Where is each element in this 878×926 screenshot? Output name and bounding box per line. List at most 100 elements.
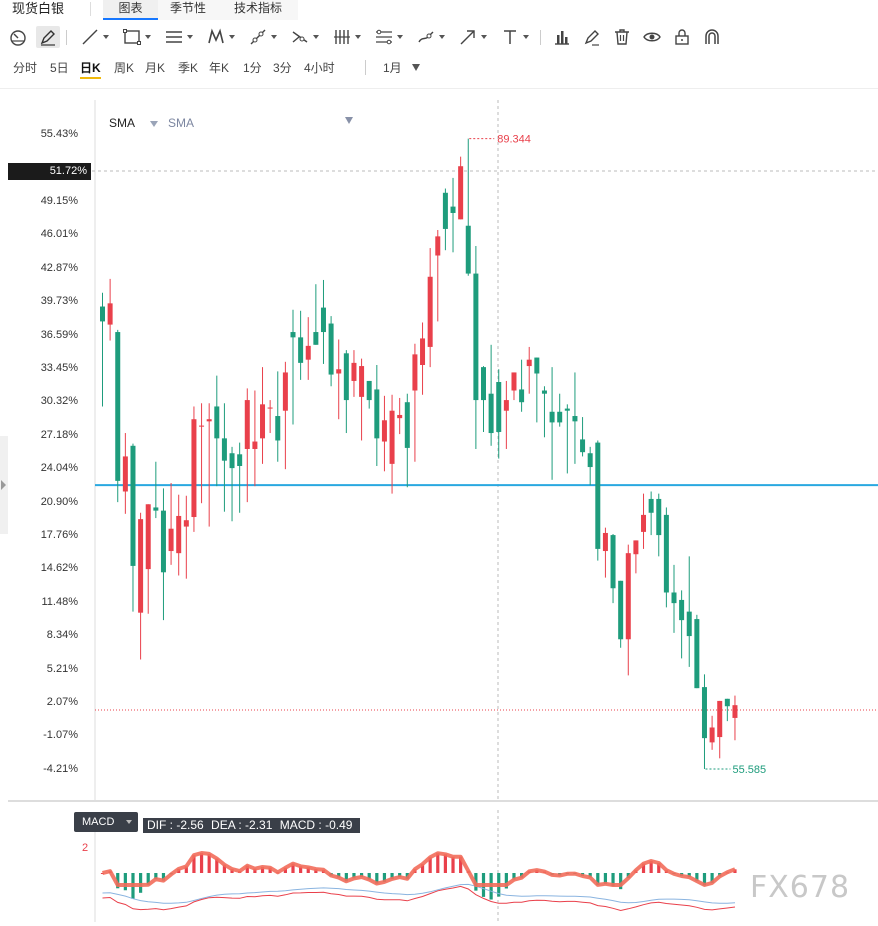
candle-body — [374, 389, 380, 439]
tab-chart[interactable]: 图表 — [103, 0, 158, 20]
fibonacci-icon[interactable] — [374, 26, 403, 48]
parallel-lines-icon[interactable] — [164, 26, 193, 48]
candle-body — [160, 510, 166, 573]
candle-body — [320, 307, 326, 333]
candle-body — [610, 535, 616, 589]
macd-values-box: DIF : -2.56 DEA : -2.31 MACD : -0.49 — [143, 818, 361, 833]
cross-icon[interactable] — [290, 26, 319, 48]
candle-body — [557, 411, 563, 423]
candle-body — [404, 402, 410, 448]
period-1min[interactable]: 1分 — [243, 61, 262, 75]
legend-sma-primary[interactable]: SMA — [109, 116, 136, 130]
range-select[interactable]: 1月 — [383, 61, 402, 75]
candle-body — [221, 438, 227, 461]
toolbar-separator — [66, 30, 67, 45]
period-5day[interactable]: 5日 — [50, 61, 69, 75]
magnet-icon[interactable] — [702, 26, 722, 48]
macd-histogram-bar — [687, 873, 691, 878]
macd-histogram-bar — [710, 873, 714, 883]
period-daily[interactable]: 日K — [80, 59, 101, 79]
macd-histogram-bar — [192, 855, 196, 873]
macd-histogram-bar — [695, 873, 699, 882]
period-3min[interactable]: 3分 — [273, 61, 292, 75]
candle-body — [618, 580, 624, 640]
candle-body — [199, 425, 205, 427]
candle-body — [267, 407, 273, 409]
arrow-icon[interactable] — [458, 26, 487, 48]
meter-icon[interactable] — [8, 26, 28, 48]
macd-histogram-bar — [123, 873, 127, 891]
macd-tab-label: MACD — [82, 816, 115, 828]
pen-icon[interactable] — [416, 26, 445, 48]
candle-body — [587, 453, 593, 468]
eye-icon[interactable] — [642, 26, 662, 48]
macd-axis-label: 2 — [82, 842, 89, 854]
candle-body — [366, 380, 372, 401]
macd-indicator-tab[interactable]: MACD — [74, 812, 138, 832]
legend-dropdown-icon[interactable] — [150, 121, 158, 127]
macd-histogram-bar — [116, 873, 120, 889]
period-monthly[interactable]: 月K — [145, 61, 166, 75]
period-bar: 分时 5日 日K 周K 月K 季K 年K 1分 3分 4小时 1月 — [0, 54, 878, 124]
y-axis-tick-label: 17.76% — [40, 529, 78, 541]
collapse-panel-handle[interactable] — [0, 436, 8, 534]
text-icon[interactable] — [500, 26, 529, 48]
y-axis-tick-label: 14.62% — [40, 562, 78, 575]
macd-histogram-bar — [390, 873, 394, 879]
brush-icon[interactable] — [36, 26, 60, 48]
macd-histogram-bar — [512, 873, 516, 880]
candle-body — [541, 390, 547, 394]
macd-histogram-bar — [199, 853, 204, 873]
period-yearly[interactable]: 年K — [209, 61, 230, 75]
macd-histogram-bar — [291, 863, 295, 873]
macd-histogram-bar — [619, 873, 623, 890]
candle-body — [580, 439, 586, 453]
vertical-lines-icon[interactable] — [332, 26, 361, 48]
period-quarterly[interactable]: 季K — [178, 61, 199, 75]
candle-body — [595, 442, 601, 549]
legend-sma-secondary[interactable]: SMA — [168, 116, 195, 130]
expand-arrow-icon[interactable] — [1, 480, 6, 490]
period-weekly[interactable]: 周K — [114, 61, 135, 75]
y-axis-tick-label: 27.18% — [40, 428, 78, 441]
y-axis-tick-label: 36.59% — [40, 328, 78, 341]
eraser-icon[interactable] — [582, 26, 602, 48]
candle-body — [260, 404, 266, 439]
bar-chart-icon[interactable] — [552, 26, 572, 48]
period-4hour[interactable]: 4小时 — [304, 61, 335, 75]
lock-icon[interactable] — [672, 26, 692, 48]
rectangle-icon[interactable] — [122, 26, 151, 48]
tab-seasonality[interactable]: 季节性 — [158, 0, 218, 20]
candle-body — [701, 687, 707, 739]
candle-body — [107, 303, 113, 325]
macd-dropdown-icon[interactable] — [126, 820, 132, 824]
ray-icon[interactable] — [248, 26, 277, 48]
candle-body — [717, 700, 723, 738]
candle-body — [420, 338, 426, 365]
candle-body — [176, 515, 182, 554]
macd-histogram-bar — [161, 873, 166, 881]
more-periods-icon[interactable] — [345, 117, 353, 124]
candle-body — [732, 705, 738, 718]
candle-body — [686, 611, 692, 637]
macd-histogram-bar — [596, 873, 600, 885]
y-axis-highlight-badge: 51.72% — [8, 163, 91, 180]
candle-body — [671, 592, 677, 604]
candle-body — [526, 359, 532, 367]
trash-icon[interactable] — [612, 26, 632, 48]
zigzag-icon[interactable] — [206, 26, 235, 48]
macd-histogram-bar — [398, 873, 402, 878]
high-marker-label: 89.344 — [497, 134, 531, 146]
line-icon[interactable] — [80, 26, 109, 48]
candle-body — [442, 192, 448, 229]
macd-histogram-bar — [459, 856, 463, 873]
range-dropdown-icon[interactable] — [412, 64, 420, 71]
y-axis-tick-label: 5.21% — [46, 662, 78, 675]
tab-technical-indicators[interactable]: 技术指标 — [218, 0, 298, 20]
macd-histogram-bar — [641, 863, 646, 873]
macd-histogram-bar — [344, 873, 348, 882]
y-axis-tick-label: 30.32% — [40, 395, 78, 408]
period-intraday[interactable]: 分时 — [13, 61, 38, 75]
candle-body — [122, 456, 128, 492]
